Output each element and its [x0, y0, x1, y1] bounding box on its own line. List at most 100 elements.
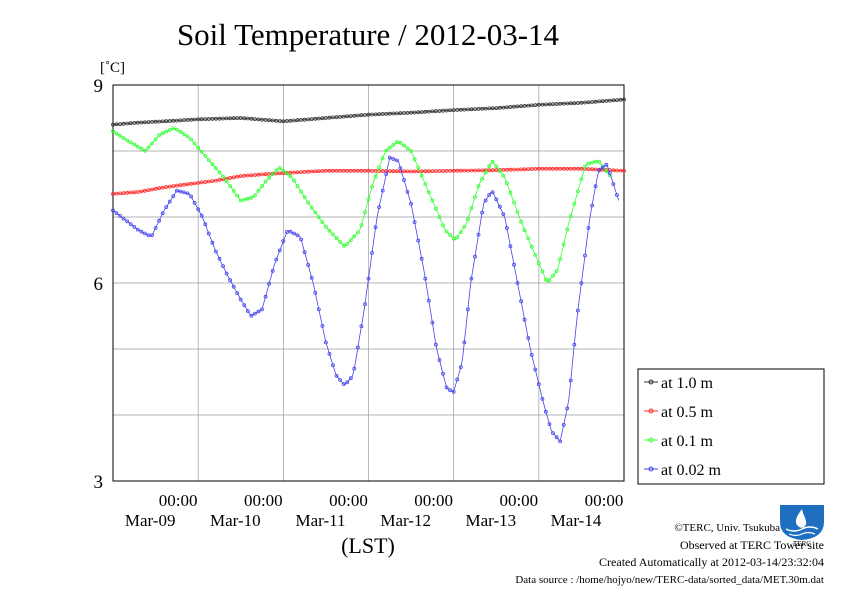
- data-point: [536, 102, 541, 107]
- data-point: [217, 177, 222, 182]
- data-point: [504, 167, 509, 172]
- data-point: [277, 171, 282, 176]
- data-point: [412, 157, 417, 162]
- data-point: [309, 169, 314, 174]
- data-point: [533, 252, 538, 257]
- data-point: [433, 109, 438, 114]
- data-point: [387, 155, 392, 160]
- data-point: [611, 168, 616, 173]
- data-point: [256, 188, 261, 193]
- data-point: [231, 188, 236, 193]
- data-point: [245, 309, 250, 313]
- data-point: [111, 129, 115, 134]
- data-point: [551, 431, 555, 436]
- data-point: [497, 169, 502, 173]
- data-point: [462, 340, 467, 345]
- data-point: [380, 188, 385, 193]
- data-point: [380, 156, 385, 161]
- data-point: [579, 177, 584, 182]
- data-point: [334, 236, 339, 241]
- data-point: [160, 119, 165, 124]
- data-point: [593, 159, 598, 164]
- x-tick-time-label: 00:00: [244, 491, 283, 510]
- data-point: [292, 170, 296, 175]
- data-point: [590, 167, 594, 172]
- data-point: [146, 188, 151, 193]
- data-point: [249, 173, 254, 178]
- data-point: [363, 210, 367, 215]
- data-point: [473, 107, 477, 111]
- data-point: [313, 169, 318, 174]
- data-point: [494, 106, 499, 110]
- data-point: [157, 133, 162, 138]
- data-point: [590, 100, 594, 104]
- data-point: [597, 99, 602, 104]
- data-point: [150, 141, 154, 146]
- data-point: [412, 220, 417, 225]
- data-point: [306, 263, 311, 267]
- plot-frame: [112, 84, 625, 482]
- data-point: [323, 224, 328, 229]
- data-point: [189, 194, 194, 199]
- data-point: [355, 113, 360, 118]
- data-point: [125, 219, 130, 224]
- data-point: [519, 167, 523, 172]
- data-point: [331, 363, 335, 368]
- data-point: [391, 157, 396, 161]
- data-point: [522, 228, 527, 233]
- data-point: [611, 98, 616, 103]
- x-tick-date-label: Mar-12: [380, 511, 431, 530]
- data-point: [274, 168, 279, 173]
- data-point: [568, 101, 573, 106]
- data-point: [231, 116, 236, 121]
- data-point: [146, 233, 151, 238]
- terc-logo-text: TERC: [793, 540, 811, 548]
- data-point: [125, 138, 130, 143]
- data-point: [341, 382, 346, 387]
- data-point: [295, 170, 300, 175]
- data-point: [451, 389, 456, 394]
- data-point: [203, 153, 208, 158]
- data-point: [490, 106, 495, 111]
- data-point: [221, 116, 225, 121]
- data-point: [540, 396, 545, 401]
- data-point: [476, 168, 481, 173]
- data-point: [458, 168, 463, 173]
- legend-label: at 0.5 m: [661, 404, 714, 421]
- data-point: [206, 231, 211, 236]
- data-point: [132, 224, 137, 229]
- data-point: [260, 117, 264, 122]
- data-point: [135, 144, 140, 149]
- data-point: [299, 170, 304, 175]
- data-point: [387, 111, 392, 116]
- data-point: [597, 159, 602, 164]
- data-point: [547, 166, 552, 171]
- data-point: [221, 174, 225, 179]
- data-point: [363, 302, 367, 307]
- legend-box: [637, 368, 825, 485]
- data-point: [352, 113, 357, 118]
- legend-label: at 0.02 m: [661, 462, 722, 479]
- data-point: [469, 168, 474, 173]
- data-point: [558, 257, 562, 262]
- data-point: [338, 378, 343, 382]
- data-point: [473, 195, 477, 200]
- data-point: [512, 262, 516, 267]
- legend-swatch-marker: [648, 379, 654, 385]
- x-tick-date-label: Mar-09: [125, 511, 176, 530]
- x-axis-ticks: 00:00Mar-0900:00Mar-1000:00Mar-1100:00Ma…: [125, 491, 624, 530]
- data-point: [306, 117, 311, 122]
- data-point: [508, 190, 513, 195]
- data-point: [277, 166, 282, 170]
- data-point: [402, 111, 406, 115]
- data-point: [260, 184, 264, 189]
- data-point: [323, 340, 328, 345]
- data-point: [504, 105, 509, 110]
- series-line: [112, 168, 625, 195]
- data-point: [206, 179, 211, 184]
- data-point: [419, 110, 424, 114]
- data-point: [497, 204, 502, 209]
- data-point: [473, 168, 477, 173]
- data-point: [313, 290, 318, 295]
- data-point: [160, 211, 165, 216]
